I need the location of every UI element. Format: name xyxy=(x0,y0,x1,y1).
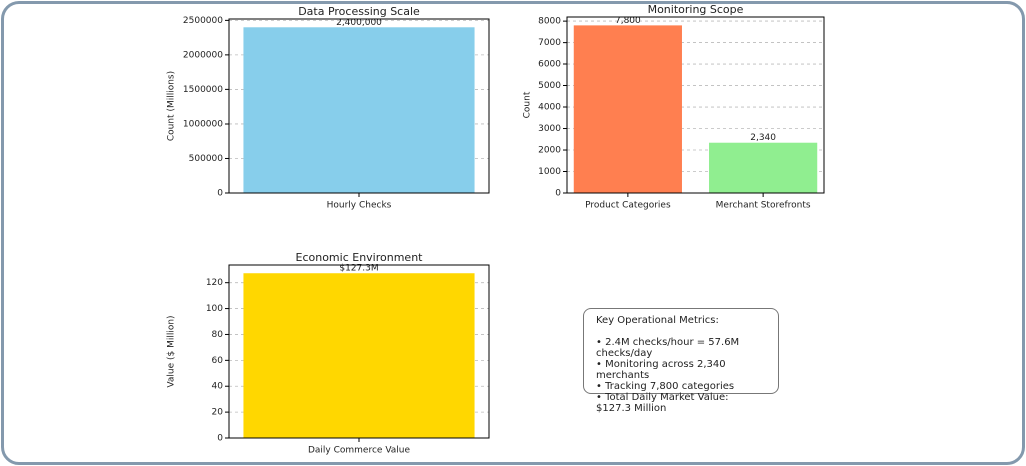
value-label: $127.3M xyxy=(339,264,378,274)
axes-frame xyxy=(228,264,490,439)
y-tick-label: 120 xyxy=(206,278,223,288)
y-tick-label: 2000 xyxy=(538,146,561,156)
y-axis-label: Count xyxy=(523,91,533,118)
chart-title: Monitoring Scope xyxy=(648,4,744,16)
y-tick-label: 20 xyxy=(212,408,224,418)
metrics-line: • Tracking 7,800 categories xyxy=(596,381,735,392)
y-axis-label: Count (Millions) xyxy=(167,71,177,141)
metrics-box: Key Operational Metrics: • 2.4M checks/h… xyxy=(583,308,779,414)
metrics-lines: • 2.4M checks/hour = 57.6M checks/day • M… xyxy=(596,337,766,414)
y-tick-label: 3000 xyxy=(538,124,561,134)
y-tick-label: 4000 xyxy=(538,103,561,113)
y-tick-label: 2000000 xyxy=(183,50,223,60)
x-tick-label: Hourly Checks xyxy=(327,201,392,211)
y-tick-label: 500000 xyxy=(189,154,224,164)
y-tick-label: 1000 xyxy=(538,167,561,177)
y-tick-label: 1500000 xyxy=(183,85,223,95)
bar xyxy=(243,273,475,438)
value-label: 2,340 xyxy=(750,133,776,143)
chart-title: Economic Environment xyxy=(296,251,424,264)
metrics-line: • 2.4M checks/hour = 57.6M checks/day xyxy=(596,337,740,359)
y-tick-label: 2500000 xyxy=(183,16,223,26)
y-tick-label: 0 xyxy=(217,434,223,444)
y-axis-label: Value ($ Million) xyxy=(167,315,177,387)
y-tick-label: 0 xyxy=(217,189,223,199)
metrics-title: Key Operational Metrics: xyxy=(596,315,719,326)
y-tick-label: 6000 xyxy=(538,60,561,70)
bar xyxy=(243,27,475,193)
y-tick-label: 40 xyxy=(212,382,224,392)
metrics-line: • Total Daily Market Value: $127.3 Milli… xyxy=(596,392,729,414)
x-tick-label: Merchant Storefronts xyxy=(716,201,811,211)
y-tick-label: 80 xyxy=(212,330,224,340)
x-tick-label: Daily Commerce Value xyxy=(308,446,411,456)
y-tick-label: 5000 xyxy=(538,81,561,91)
y-tick-label: 1000000 xyxy=(183,119,223,129)
chart-title: Data Processing Scale xyxy=(298,5,420,18)
value-label: 7,800 xyxy=(615,16,641,26)
bar xyxy=(709,142,818,193)
y-tick-label: 8000 xyxy=(538,17,561,27)
axes-frame xyxy=(566,16,825,194)
axes-frame xyxy=(228,18,490,194)
value-label: 2,400,000 xyxy=(336,18,382,28)
y-tick-label: 7000 xyxy=(538,38,561,48)
x-tick-label: Product Categories xyxy=(585,201,671,211)
y-tick-label: 100 xyxy=(206,304,223,314)
metrics-line: • Monitoring across 2,340 merchants xyxy=(596,359,726,381)
bar xyxy=(573,25,682,194)
y-tick-label: 60 xyxy=(212,356,224,366)
y-tick-label: 0 xyxy=(555,189,561,199)
